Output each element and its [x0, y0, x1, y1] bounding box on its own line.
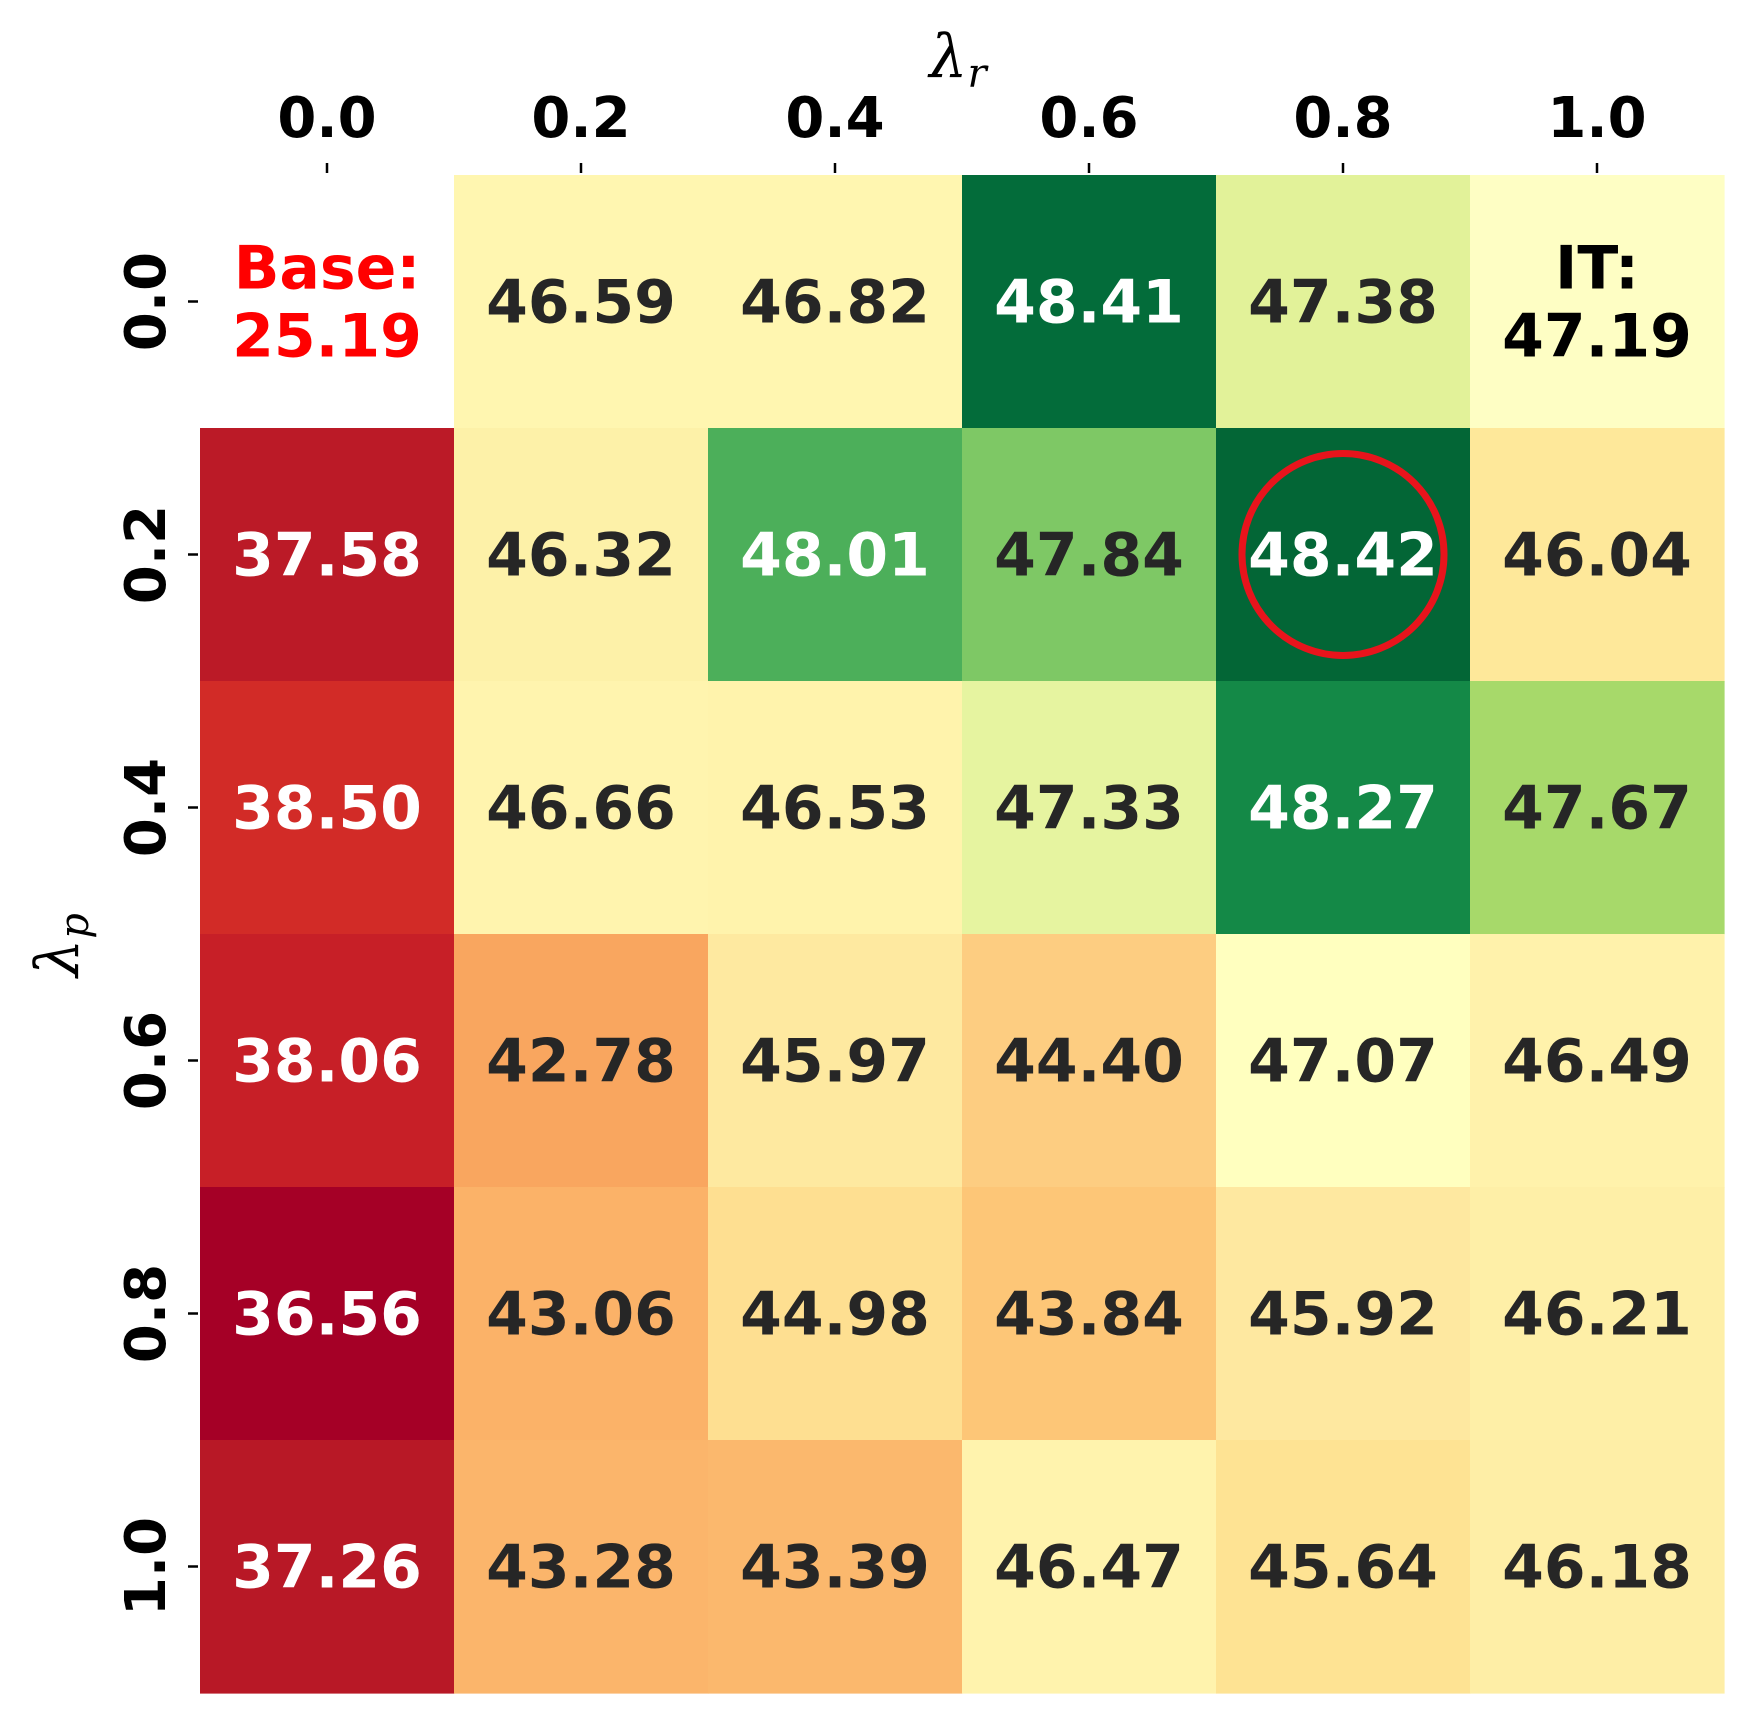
best-value-highlight-circle: [1238, 450, 1448, 659]
heatmap-cell: [962, 681, 1217, 935]
heatmap-cell: [708, 428, 963, 682]
cell-value-label: 43.39: [740, 1533, 930, 1603]
heatmap-cell: [454, 934, 709, 1188]
x-tick-label: 0.8: [1293, 86, 1392, 151]
heatmap-cell: [708, 681, 963, 935]
x-tick-label: 0.2: [531, 86, 630, 151]
heatmap-cell: [1216, 681, 1471, 935]
x-tick-label: 1.0: [1547, 86, 1646, 151]
cell-value-label: 46.32: [486, 521, 676, 591]
heatmap-cell: [1216, 934, 1471, 1188]
y-tick-label: 0.0: [114, 252, 179, 351]
cell-value-label: 47.38: [1248, 268, 1438, 338]
heatmap-cells: [200, 175, 1725, 1694]
cell-value-label: 46.47: [994, 1533, 1184, 1603]
heatmap-cell-labels: 46.59 46.82 48.41 47.38 37.58 46.32 48.01 47.84…: [232, 268, 1692, 1603]
heatmap-cell: [200, 1440, 455, 1694]
cell-value-label: 46.49: [1502, 1027, 1692, 1097]
cell-value-label: 42.78: [486, 1027, 676, 1097]
heatmap-cell: [200, 428, 455, 682]
heatmap-cell: [1216, 1440, 1471, 1694]
y-tick-label: 1.0: [114, 1517, 179, 1616]
cell-value-label: 43.84: [994, 1280, 1184, 1350]
cell-value-label: 47.67: [1502, 774, 1692, 844]
cell-value-label: 38.50: [232, 774, 422, 844]
heatmap-cell: [708, 175, 963, 429]
heatmap-cell: [1470, 681, 1725, 935]
y-tick-label: 0.8: [114, 1264, 179, 1363]
x-axis-symbol: λ: [927, 22, 967, 92]
cell-value-label: 45.92: [1248, 1280, 1438, 1350]
axis-ticks: 0.0 0.2 0.4 0.6 0.8 1.0 0.0 0.2 0.4 0.6 0.8 1.0: [114, 86, 1647, 1616]
cell-value-label: 48.27: [1248, 774, 1438, 844]
heatmap-cell: [200, 1187, 455, 1441]
y-tick-label: 0.4: [114, 758, 179, 857]
cell-value-label: 44.40: [994, 1027, 1184, 1097]
y-axis-title: λp: [23, 913, 98, 979]
heatmap-cell: [962, 428, 1217, 682]
heatmap-cell: [962, 1440, 1217, 1694]
annotation-value: 47.19: [1502, 302, 1692, 372]
y-axis-symbol: λ: [23, 939, 93, 979]
cell-value-label: 46.82: [740, 268, 930, 338]
y-tick-label: 0.6: [114, 1011, 179, 1110]
heatmap-cell: [1470, 1187, 1725, 1441]
cell-value-label: 38.06: [232, 1027, 422, 1097]
corner-annotations: Base:25.19 IT:47.19: [232, 234, 1692, 372]
heatmap-cell: [962, 175, 1217, 429]
cell-value-label: 45.97: [740, 1027, 930, 1097]
heatmap-cell: [454, 428, 709, 682]
cell-value-label: 46.66: [486, 774, 676, 844]
cell-value-label: 43.06: [486, 1280, 676, 1350]
heatmap-cell: [200, 681, 455, 935]
x-axis-title: λr: [927, 22, 989, 97]
heatmap-cell: [708, 1187, 963, 1441]
heatmap-cell: [454, 1187, 709, 1441]
cell-value-label: 46.04: [1502, 521, 1692, 591]
cell-value-label: 48.41: [994, 268, 1184, 338]
cell-value-label: 37.58: [232, 521, 422, 591]
heatmap-cell: [454, 681, 709, 935]
heatmap-cell: [1216, 1187, 1471, 1441]
cell-value-label: 43.28: [486, 1533, 676, 1603]
heatmap-cell: [1470, 1440, 1725, 1694]
x-axis-subscript: r: [967, 51, 989, 97]
cell-value-label: 46.21: [1502, 1280, 1692, 1350]
x-tick-label: 0.6: [1039, 86, 1138, 151]
heatmap-cell: [1216, 428, 1471, 682]
heatmap-cell: [454, 175, 709, 429]
heatmap-cell: [1216, 175, 1471, 429]
cell-value-label: 46.53: [740, 774, 930, 844]
cell-value-label: 46.59: [486, 268, 676, 338]
x-tick-label: 0.4: [785, 86, 884, 151]
heatmap-cell: [454, 1440, 709, 1694]
cell-value-label: 48.01: [740, 521, 930, 591]
annotation-title: IT:: [1555, 234, 1639, 304]
annotation-title: Base:: [234, 234, 421, 304]
heatmap-cell: [962, 1187, 1217, 1441]
cell-value-label: 47.07: [1248, 1027, 1438, 1097]
heatmap-cell: [962, 934, 1217, 1188]
heatmap-cell: [200, 934, 455, 1188]
cell-value-label: 48.42: [1248, 521, 1438, 591]
cell-value-label: 45.64: [1248, 1533, 1438, 1603]
heatmap-cell: [708, 934, 963, 1188]
heatmap-cell: [1470, 175, 1725, 429]
cell-value-label: 46.18: [1502, 1533, 1692, 1603]
cell-value-label: 37.26: [232, 1533, 422, 1603]
heatmap-cell: [708, 1440, 963, 1694]
x-tick-label: 0.0: [277, 86, 376, 151]
heatmap-cell: [1470, 428, 1725, 682]
y-tick-label: 0.2: [114, 505, 179, 604]
cell-value-label: 47.33: [994, 774, 1184, 844]
cell-value-label: 47.84: [994, 521, 1184, 591]
cell-value-label: 44.98: [740, 1280, 930, 1350]
heatmap-cell: [1470, 934, 1725, 1188]
y-axis-subscript: p: [52, 913, 98, 939]
cell-value-label: 36.56: [232, 1280, 422, 1350]
annotation-value: 25.19: [232, 302, 422, 372]
